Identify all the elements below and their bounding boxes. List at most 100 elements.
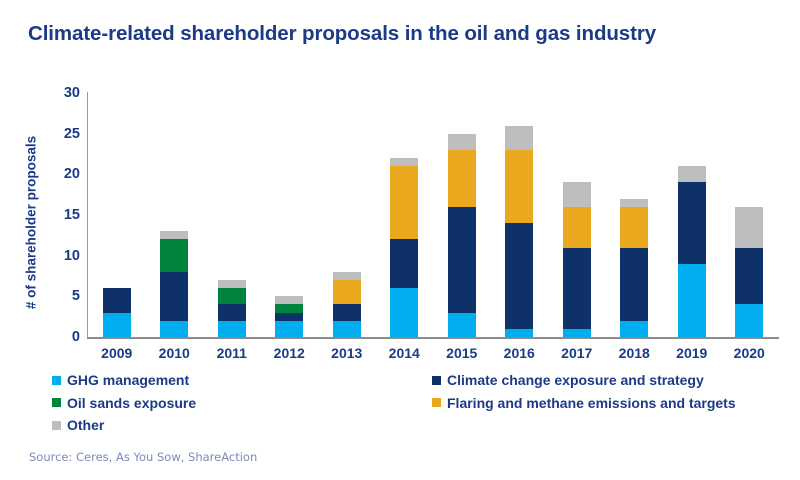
- legend-row: GHG management Climate change exposure an…: [52, 372, 772, 395]
- y-axis-tick-label: 20: [63, 166, 80, 183]
- x-axis-tick-label: 2019: [676, 345, 708, 361]
- legend-item[interactable]: Flaring and methane emissions and target…: [432, 395, 736, 411]
- x-axis-tick-label: 2020: [733, 345, 765, 361]
- y-axis-ticks: 0 5 10 15 20 25 30: [40, 0, 80, 480]
- bar-segment[interactable]: [390, 166, 419, 240]
- bar-segment[interactable]: [447, 149, 476, 207]
- y-axis-title: # of shareholder proposals: [23, 135, 39, 310]
- bar-segment[interactable]: [620, 198, 649, 207]
- plot-area: [88, 93, 778, 337]
- legend-item[interactable]: Climate change exposure and strategy: [432, 372, 704, 388]
- x-axis-tick-label: 2015: [446, 345, 478, 361]
- x-axis-tick-label: 2018: [618, 345, 650, 361]
- bar-segment[interactable]: [217, 280, 246, 289]
- bar-segment[interactable]: [275, 320, 304, 337]
- y-axis-line: [87, 92, 89, 338]
- bar-group[interactable]: [217, 280, 246, 337]
- bar-segment[interactable]: [275, 296, 304, 305]
- bar-segment[interactable]: [275, 304, 304, 313]
- bar-segment[interactable]: [160, 239, 189, 272]
- x-axis-tick-label: 2010: [158, 345, 190, 361]
- x-axis-tick-label: 2017: [561, 345, 593, 361]
- x-axis-tick-label: 2016: [503, 345, 535, 361]
- bar-segment[interactable]: [160, 320, 189, 337]
- bar-group[interactable]: [620, 198, 649, 337]
- bar-segment[interactable]: [390, 288, 419, 337]
- x-axis-tick-label: 2014: [388, 345, 420, 361]
- bar-segment[interactable]: [332, 320, 361, 337]
- bar-segment[interactable]: [102, 288, 131, 313]
- bar-segment[interactable]: [562, 328, 591, 337]
- bar-group[interactable]: [677, 166, 706, 337]
- legend-row: Oil sands exposure Flaring and methane em…: [52, 395, 772, 418]
- bar-segment[interactable]: [505, 223, 534, 329]
- legend-label: Flaring and methane emissions and target…: [447, 394, 736, 411]
- bar-segment[interactable]: [275, 312, 304, 321]
- bar-segment[interactable]: [562, 206, 591, 248]
- bar-segment[interactable]: [505, 328, 534, 337]
- bar-segment[interactable]: [332, 280, 361, 305]
- legend-swatch-icon: [432, 375, 441, 385]
- bar-segment[interactable]: [620, 206, 649, 248]
- bar-segment[interactable]: [217, 304, 246, 321]
- x-axis-tick-label: 2011: [216, 345, 247, 361]
- bar-segment[interactable]: [677, 166, 706, 183]
- bar-segment[interactable]: [447, 206, 476, 313]
- bar-group[interactable]: [447, 133, 476, 337]
- legend-swatch-icon: [52, 375, 61, 385]
- bar-segment[interactable]: [217, 288, 246, 305]
- bar-group[interactable]: [332, 271, 361, 337]
- bar-segment[interactable]: [217, 320, 246, 337]
- bar-segment[interactable]: [447, 133, 476, 150]
- bar-segment[interactable]: [677, 182, 706, 264]
- legend-item[interactable]: GHG management: [52, 372, 189, 388]
- bar-segment[interactable]: [677, 263, 706, 337]
- chart-legend: GHG management Climate change exposure an…: [52, 372, 772, 440]
- legend-swatch-icon: [52, 420, 61, 430]
- bar-segment[interactable]: [332, 304, 361, 321]
- y-axis-tick-label: 30: [63, 85, 80, 101]
- bar-segment[interactable]: [735, 247, 764, 305]
- bar-segment[interactable]: [505, 125, 534, 150]
- bar-segment[interactable]: [160, 271, 189, 321]
- x-axis-line: [87, 337, 779, 339]
- bar-segment[interactable]: [102, 312, 131, 337]
- legend-label: Other: [67, 417, 105, 433]
- bar-group[interactable]: [390, 158, 419, 337]
- bar-segment[interactable]: [620, 320, 649, 337]
- page-title: Climate-related shareholder proposals in…: [28, 22, 656, 45]
- y-axis-tick-label: 25: [63, 125, 80, 142]
- legend-item[interactable]: Oil sands exposure: [52, 395, 196, 411]
- y-axis-tick-label: 10: [63, 247, 80, 264]
- bar-segment[interactable]: [390, 158, 419, 167]
- bar-group[interactable]: [275, 296, 304, 337]
- bar-group[interactable]: [735, 206, 764, 337]
- bar-group[interactable]: [160, 231, 189, 337]
- bar-segment[interactable]: [505, 149, 534, 224]
- legend-label: Climate change exposure and strategy: [447, 372, 704, 388]
- bar-segment[interactable]: [447, 312, 476, 337]
- bar-group[interactable]: [562, 182, 591, 337]
- bar-segment[interactable]: [562, 182, 591, 207]
- bar-segment[interactable]: [735, 206, 764, 248]
- x-axis-tick-label: 2012: [273, 345, 305, 361]
- x-axis-tick-label: 2013: [331, 345, 363, 361]
- bar-segment[interactable]: [332, 271, 361, 281]
- legend-row: Other: [52, 417, 772, 440]
- bar-segment[interactable]: [735, 304, 764, 337]
- y-axis-tick-label: 5: [71, 288, 80, 305]
- source-note: Source: Ceres, As You Sow, ShareAction: [29, 450, 258, 464]
- bar-group[interactable]: [505, 125, 534, 337]
- y-axis-tick-label: 15: [63, 207, 80, 223]
- legend-item[interactable]: Other: [52, 417, 104, 433]
- bar-segment[interactable]: [562, 247, 591, 329]
- bar-segment[interactable]: [390, 239, 419, 289]
- legend-label: GHG management: [67, 372, 190, 388]
- bar-group[interactable]: [102, 288, 131, 337]
- bar-segment[interactable]: [160, 231, 189, 240]
- legend-label: Oil sands exposure: [67, 394, 197, 411]
- bar-segment[interactable]: [620, 247, 649, 321]
- y-axis-tick-label: 0: [71, 329, 80, 345]
- legend-swatch-icon: [52, 398, 61, 407]
